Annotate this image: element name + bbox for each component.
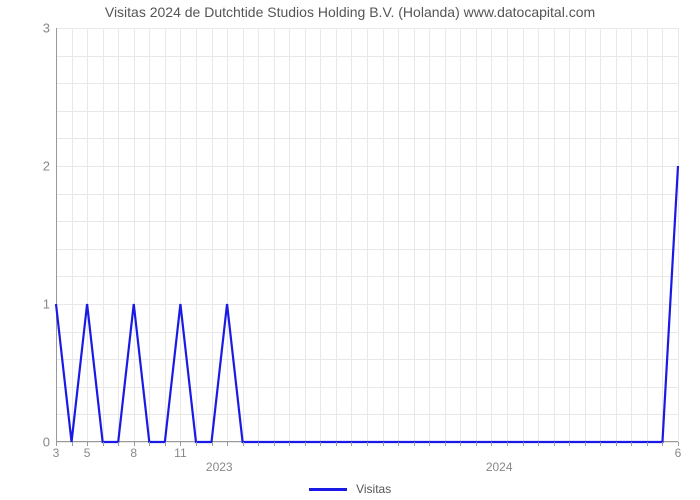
chart-title: Visitas 2024 de Dutchtide Studios Holdin… [0,4,700,20]
x-tick-mark [647,442,648,446]
legend-label: Visitas [356,482,391,496]
x-tick-mark [165,442,166,446]
gridline-v [678,28,679,442]
x-tick-major: 2023 [206,460,233,474]
x-tick-mark [460,442,461,446]
x-tick-mark [507,442,508,446]
x-tick-mark [103,442,104,446]
line-series [56,28,678,442]
x-tick-mark [600,442,601,446]
y-tick: 1 [30,297,50,312]
x-tick-mark [258,442,259,446]
x-tick-mark [569,442,570,446]
chart-container: Visitas 2024 de Dutchtide Studios Holdin… [0,0,700,500]
x-tick-mark [351,442,352,446]
x-tick-mark [476,442,477,446]
x-tick-mark [274,442,275,446]
x-tick-minor: 11 [174,446,186,460]
x-tick-mark [367,442,368,446]
x-tick-mark [56,442,57,446]
x-tick-mark [196,442,197,446]
x-tick-mark [212,442,213,446]
x-tick-mark [585,442,586,446]
x-tick-mark [445,442,446,446]
x-tick-mark [678,442,679,446]
x-tick-mark [72,442,73,446]
x-tick-mark [616,442,617,446]
legend: Visitas [0,482,700,496]
x-tick-mark [149,442,150,446]
x-tick-mark [87,442,88,446]
x-tick-mark [227,442,228,446]
x-tick-mark [429,442,430,446]
x-tick-mark [398,442,399,446]
x-tick-mark [414,442,415,446]
plot-area [56,28,678,442]
x-tick-mark [305,442,306,446]
x-tick-mark [289,442,290,446]
x-tick-mark [523,442,524,446]
x-tick-mark [538,442,539,446]
x-tick-minor: 3 [53,446,60,460]
x-tick-minor: 8 [130,446,137,460]
x-tick-mark [631,442,632,446]
x-tick-mark [554,442,555,446]
x-tick-minor: 5 [84,446,91,460]
y-tick: 3 [30,21,50,36]
y-tick: 2 [30,159,50,174]
x-tick-mark [336,442,337,446]
x-tick-mark [491,442,492,446]
x-tick-mark [180,442,181,446]
x-tick-mark [320,442,321,446]
legend-swatch [309,488,347,491]
x-tick-major: 2024 [486,460,513,474]
x-tick-mark [662,442,663,446]
y-tick: 0 [30,435,50,450]
x-tick-mark [243,442,244,446]
x-tick-mark [118,442,119,446]
x-tick-mark [134,442,135,446]
x-tick-minor: 6 [675,446,682,460]
x-tick-mark [383,442,384,446]
